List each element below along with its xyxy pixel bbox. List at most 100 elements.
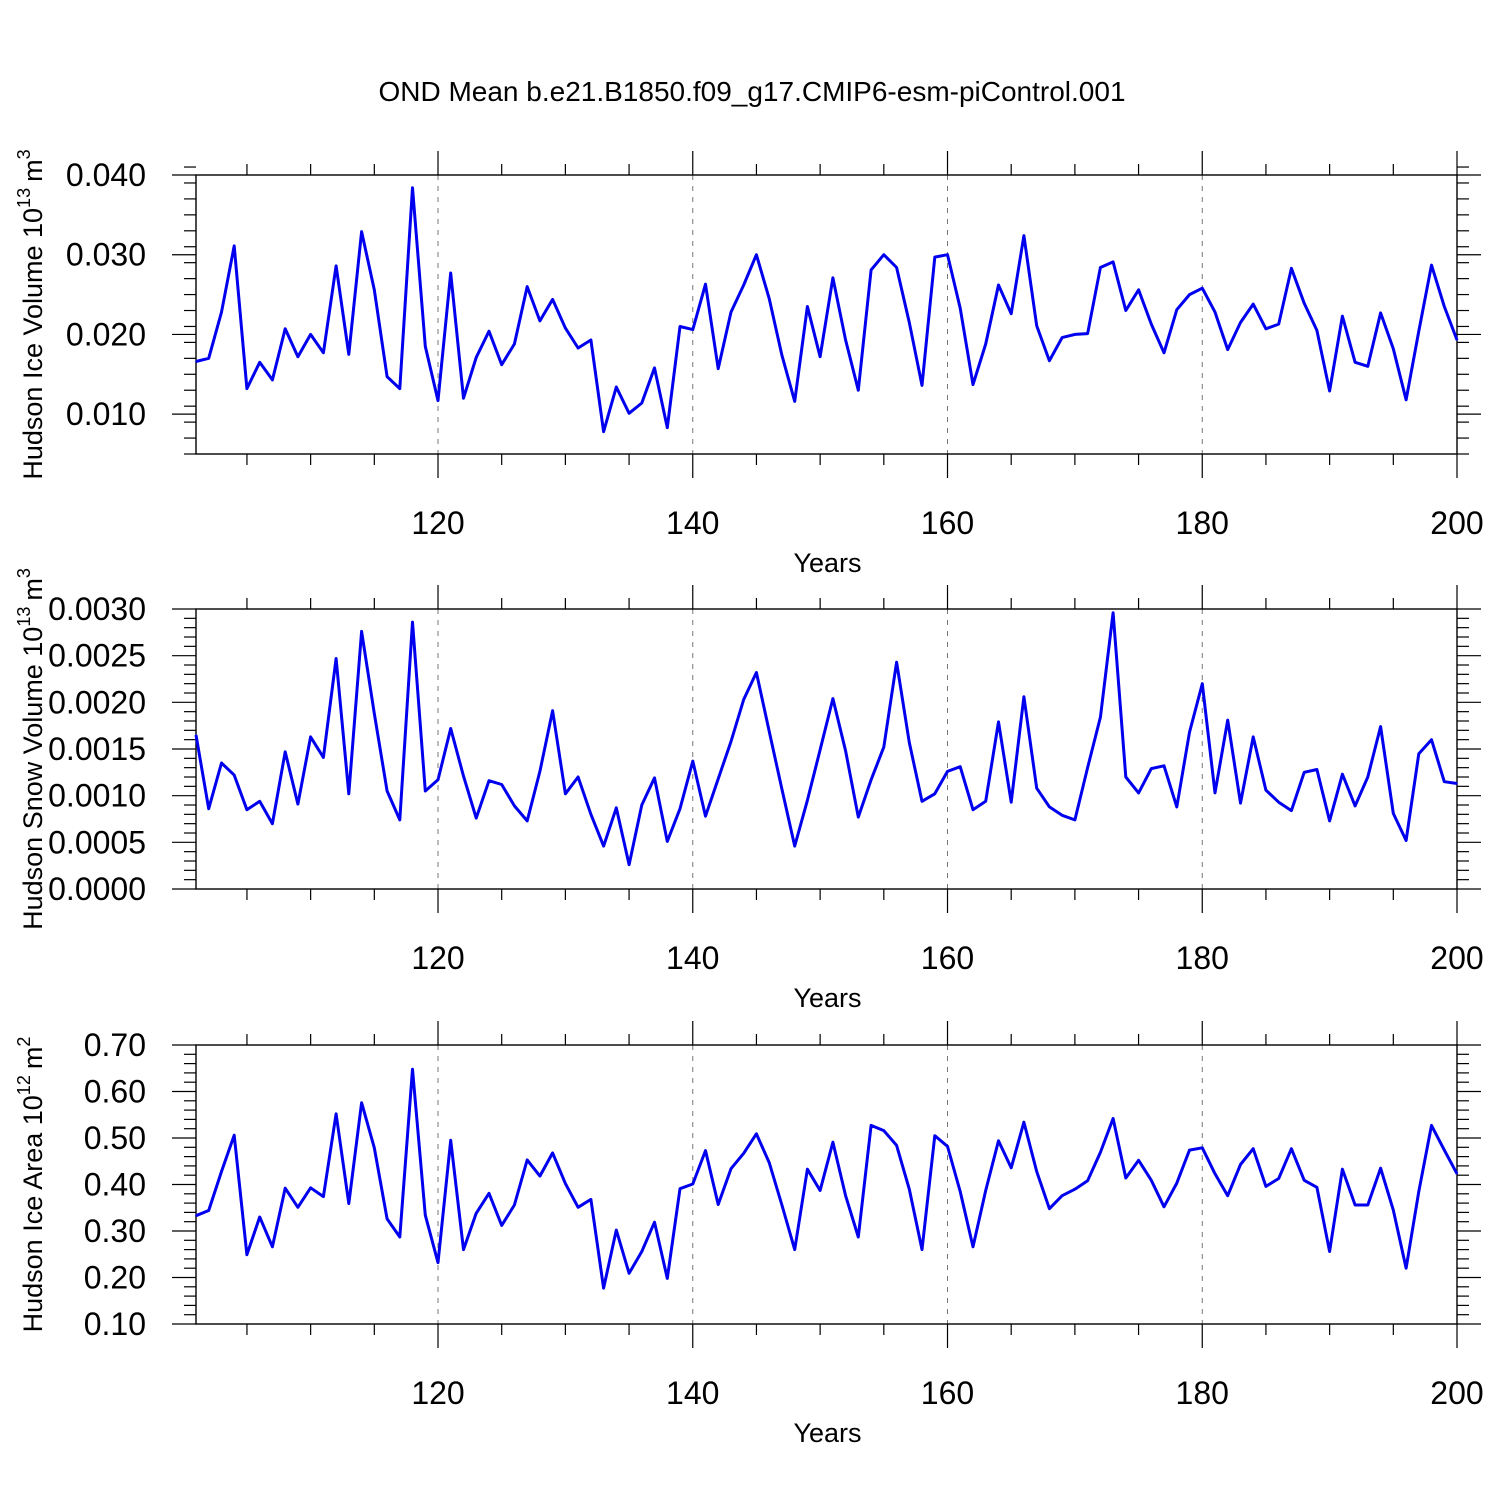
data-point — [1265, 789, 1267, 791]
y-axis-label-text: Hudson Ice Volume 10 — [18, 208, 48, 480]
data-point — [1201, 287, 1204, 289]
x-axis-label: Years — [793, 1418, 861, 1448]
y-axis-label-unit-exponent: 2 — [14, 1037, 34, 1047]
data-point — [1226, 719, 1229, 721]
data-point — [768, 297, 770, 300]
data-point — [513, 1204, 516, 1206]
y-tick-label: 0.020 — [66, 316, 146, 352]
y-tick-label: 0.50 — [84, 1120, 146, 1156]
data-point — [1252, 303, 1255, 305]
data-point — [539, 320, 541, 322]
data-point — [526, 1159, 528, 1161]
y-tick-label: 0.030 — [66, 237, 146, 273]
data-point — [1086, 332, 1089, 335]
data-point — [1277, 1177, 1280, 1180]
x-tick-label: 200 — [1430, 1375, 1483, 1411]
data-point — [258, 361, 261, 364]
data-point — [1163, 351, 1165, 354]
data-point — [793, 845, 796, 847]
data-point — [1035, 324, 1038, 327]
data-point — [1303, 302, 1305, 305]
data-point — [1443, 1149, 1446, 1151]
data-point — [984, 343, 987, 345]
data-point — [742, 284, 745, 286]
data-point — [1417, 1190, 1420, 1193]
data-point — [1367, 1204, 1369, 1206]
data-point — [309, 736, 312, 738]
data-point — [475, 356, 478, 359]
x-tick-label: 140 — [666, 1375, 719, 1411]
data-point — [195, 1214, 197, 1217]
x-tick-label: 180 — [1176, 1375, 1229, 1411]
data-point — [946, 770, 949, 773]
data-point — [335, 657, 337, 660]
data-point — [628, 1272, 630, 1275]
data-point — [691, 328, 694, 331]
data-point — [1023, 234, 1025, 237]
data-point — [1112, 1117, 1114, 1120]
data-point — [373, 1146, 376, 1149]
data-point — [895, 1144, 898, 1147]
panel-1: 120 140 160 180 200 Years 0.010 0.020 0.030 0.040… — [14, 149, 1484, 578]
data-point — [437, 399, 439, 402]
data-point — [691, 1183, 694, 1185]
y-tick-label: 0.0010 — [48, 778, 146, 814]
data-point — [1214, 1173, 1216, 1175]
y-tick-label: 0.0015 — [48, 731, 146, 767]
data-point — [781, 788, 783, 790]
data-point — [348, 1202, 350, 1205]
data-point — [641, 1250, 643, 1253]
data-point — [972, 1246, 974, 1248]
data-point — [933, 256, 936, 258]
y-axis-label-unit-exponent: 3 — [14, 568, 34, 578]
data-point — [921, 1248, 923, 1251]
data-point — [322, 756, 325, 759]
data-point — [972, 808, 974, 811]
data-point — [590, 1198, 592, 1201]
data-point — [742, 1152, 745, 1155]
data-point — [1035, 787, 1038, 789]
data-point — [1048, 1207, 1051, 1210]
y-tick-label: 0.60 — [84, 1074, 146, 1110]
x-tick-label: 200 — [1430, 505, 1483, 541]
data-point — [755, 253, 758, 256]
data-point — [551, 298, 554, 301]
data-point — [1074, 819, 1076, 821]
data-point — [500, 363, 503, 366]
data-point — [590, 813, 592, 816]
data-point — [1150, 1179, 1153, 1182]
y-tick-label: 0.30 — [84, 1213, 146, 1249]
data-point — [1099, 716, 1102, 719]
x-tick-label: 180 — [1176, 940, 1229, 976]
data-point — [1061, 1194, 1063, 1197]
data-point — [819, 749, 821, 751]
data-point — [246, 808, 248, 811]
data-point — [1328, 820, 1331, 822]
y-tick-label: 0.040 — [66, 157, 146, 193]
data-point — [411, 621, 414, 623]
data-point — [615, 386, 618, 388]
data-point — [679, 325, 681, 328]
data-point — [207, 807, 210, 810]
data-point — [870, 269, 872, 271]
data-point — [972, 383, 974, 386]
data-point — [437, 779, 439, 781]
data-point — [1125, 309, 1127, 312]
data-point — [895, 661, 898, 663]
data-point — [207, 357, 210, 360]
data-point — [832, 1141, 834, 1143]
data-point — [246, 1253, 248, 1256]
data-point — [691, 760, 694, 762]
data-point — [424, 790, 427, 792]
data-point — [233, 245, 236, 247]
data-point — [717, 778, 720, 780]
data-point — [411, 1068, 414, 1070]
data-point — [755, 1133, 758, 1135]
data-point — [1417, 330, 1420, 333]
data-point — [984, 1189, 987, 1192]
data-point — [615, 807, 618, 809]
data-point — [1443, 780, 1446, 783]
data-point — [1379, 725, 1382, 728]
data-point — [1303, 1179, 1305, 1182]
